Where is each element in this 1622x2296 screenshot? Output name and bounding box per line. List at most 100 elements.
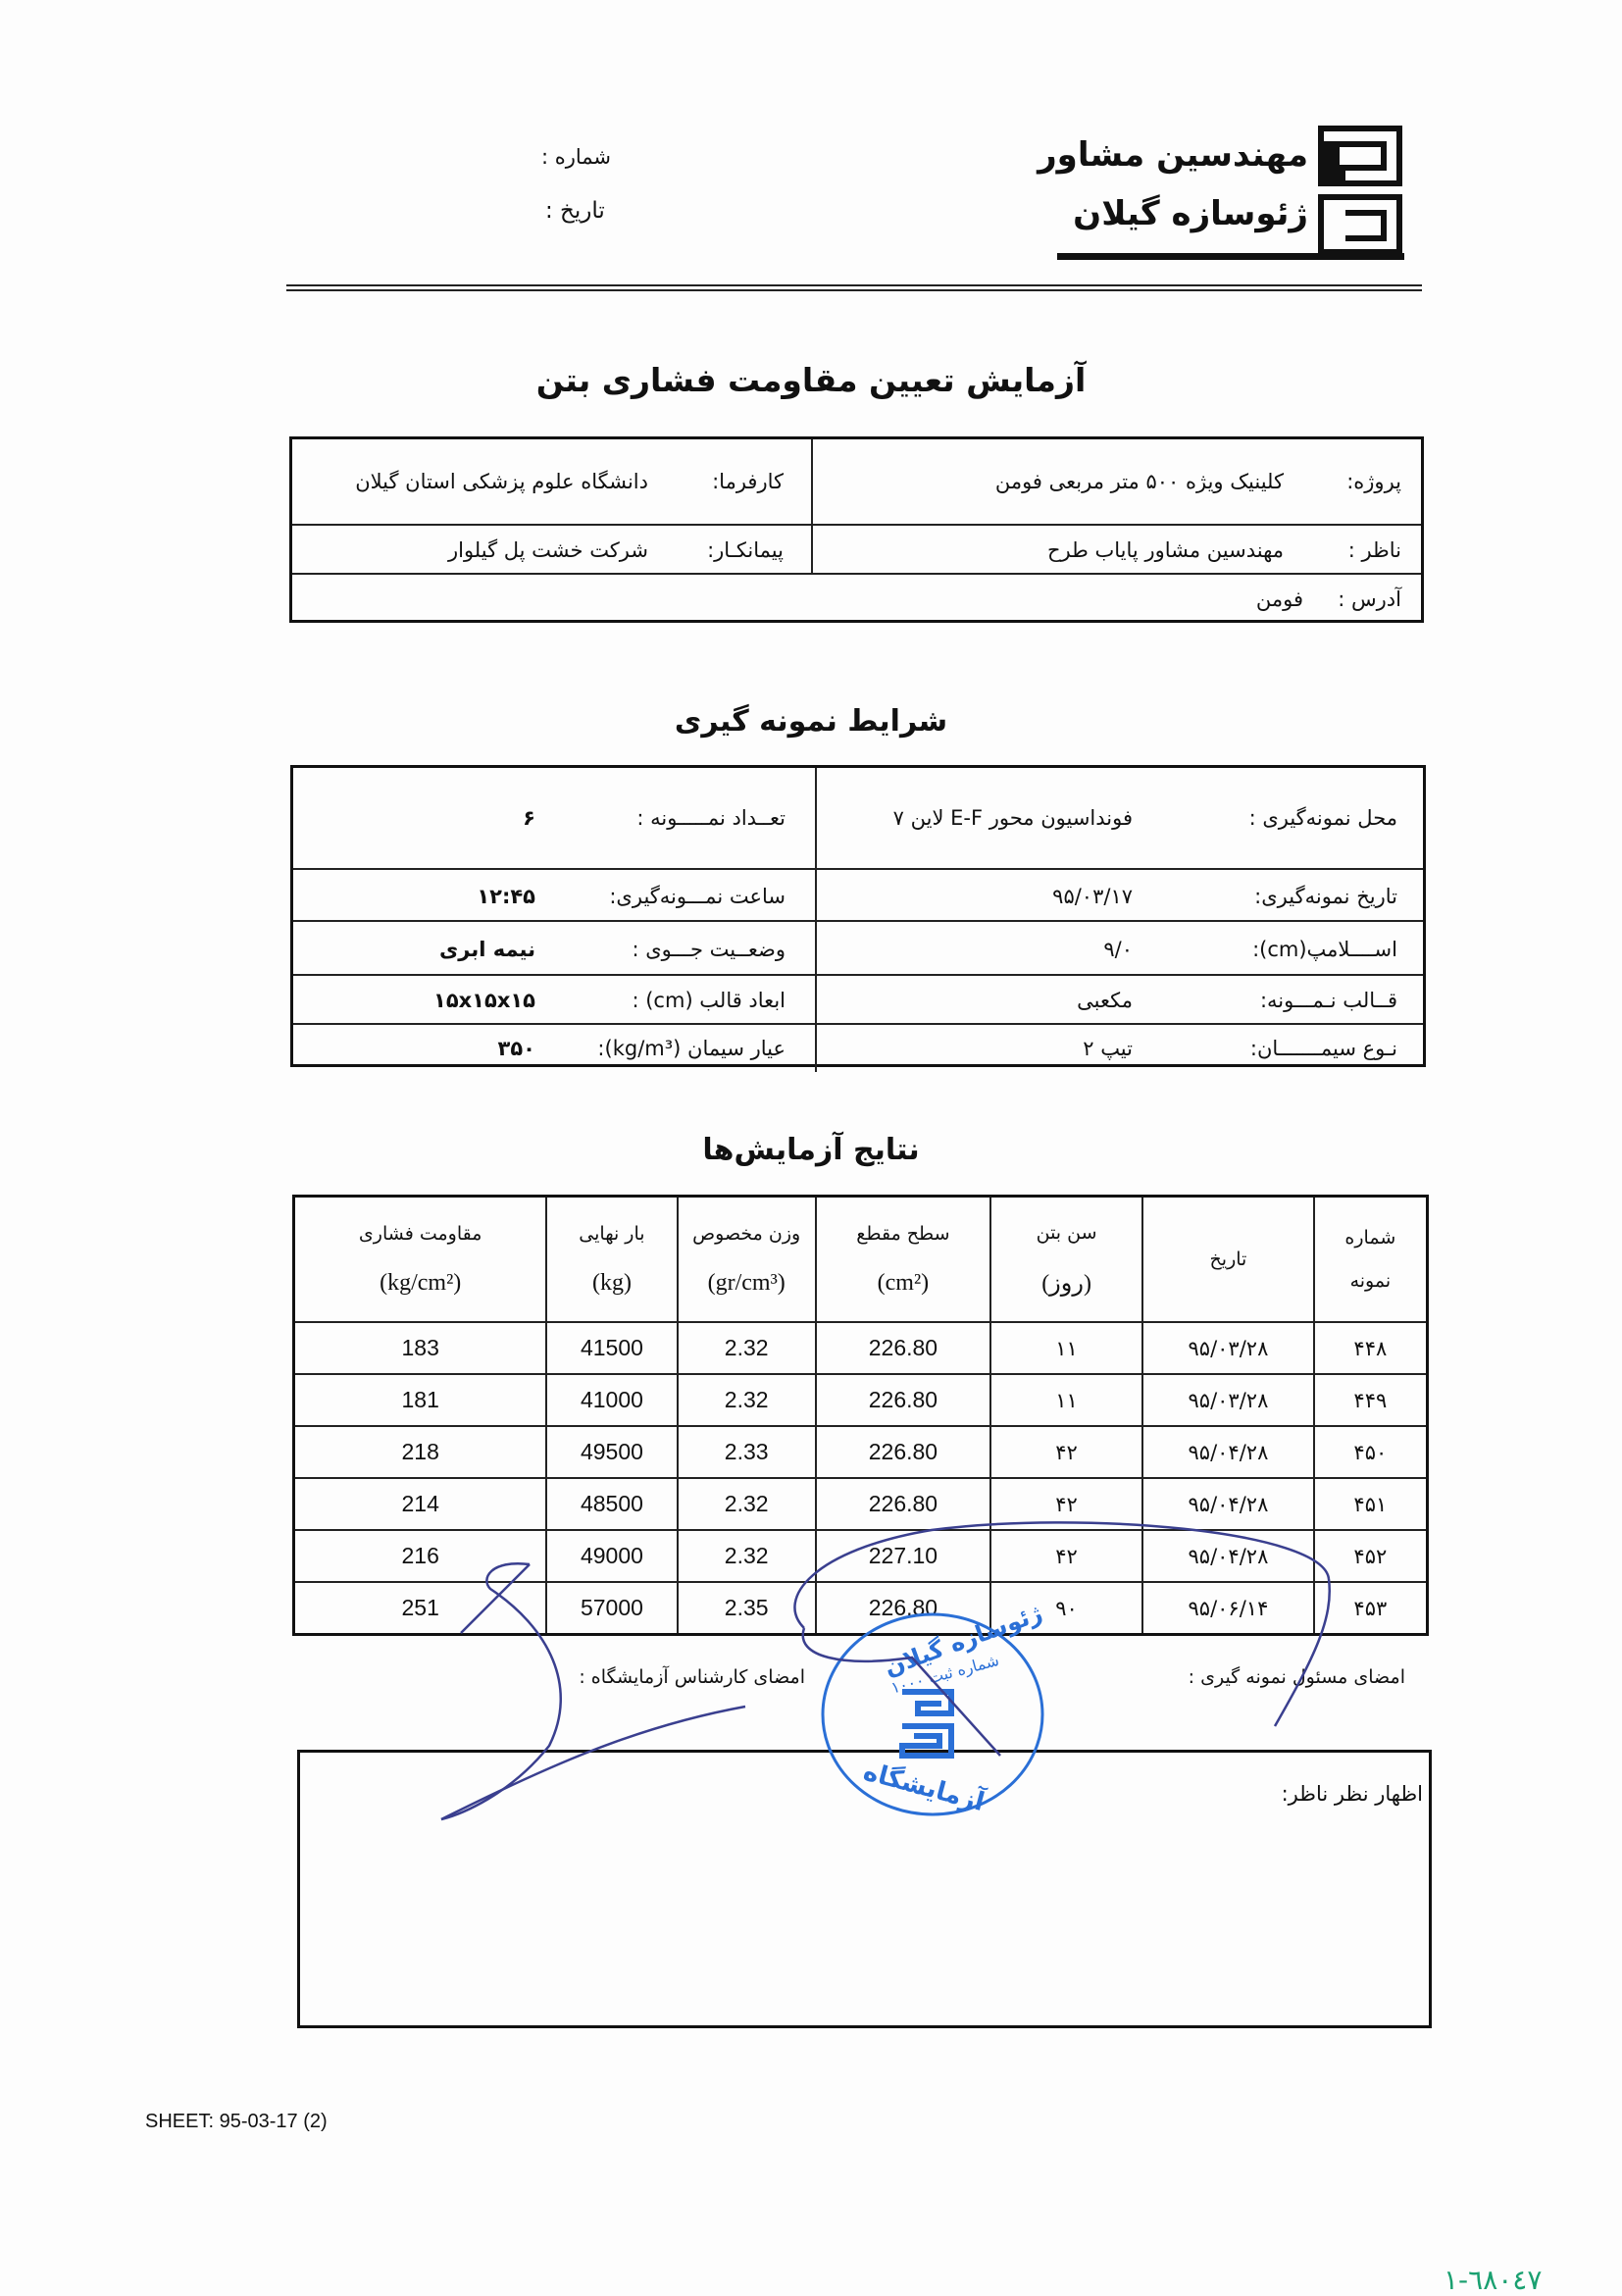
column-label: تاریخ: [1209, 1249, 1247, 1270]
date-field-label: تاریخ :: [545, 198, 605, 224]
sampling-label: عیار سیمان (kg/m³):: [597, 1037, 786, 1060]
table-cell: 41000: [545, 1373, 679, 1427]
sampling-row: قــالب نـمـــونه: مکعبی ابعاد قالب (cm) …: [293, 974, 1423, 1025]
handwritten-archive-number: ٦٨٠٤٧-١: [1444, 2264, 1543, 2296]
sampling-label: تعــداد نمـــــونه :: [636, 806, 786, 830]
sampling-value: ۱۲:۴۵: [477, 884, 535, 908]
sampling-value: مکعبی: [1077, 989, 1133, 1012]
sampling-value: تیپ ۲: [1083, 1037, 1133, 1060]
logo-underline: [1057, 253, 1404, 260]
company-name-line1: مهندسین مشاور: [1038, 135, 1308, 175]
column-header: شماره نمونه: [1312, 1195, 1429, 1323]
column-unit: (kg/cm²): [380, 1269, 462, 1296]
table-cell: 251: [292, 1581, 548, 1636]
sampling-value: ۹/۰: [1103, 937, 1133, 961]
sampling-label: وضعــیت جـــوی :: [632, 937, 786, 961]
employer-value: دانشگاه علوم پزشکی استان گیلان: [355, 470, 648, 493]
column-header: سطح مقطع (cm²): [814, 1195, 991, 1323]
table-row: ۴۵۲ ۹۵/۰۴/۲۸ ۴۲ 227.10 2.32 49000 216: [292, 1529, 1429, 1583]
sampler-signature-label: امضای مسئول نمونه گیری :: [1188, 1666, 1405, 1688]
table-cell: ۹۵/۰۶/۱۴: [1141, 1581, 1315, 1636]
column-label: شماره: [1344, 1227, 1396, 1249]
table-cell: ۴۲: [988, 1529, 1144, 1583]
sampling-label: قــالب نـمـــونه:: [1259, 989, 1397, 1012]
table-cell: ۴۵۱: [1312, 1477, 1429, 1531]
table-row: ۴۵۳ ۹۵/۰۶/۱۴ ۹۰ 226.80 2.35 57000 251: [292, 1581, 1429, 1636]
lab-expert-signature-label: امضای کارشناس آزمایشگاه :: [579, 1666, 805, 1688]
column-unit: (روز): [1041, 1270, 1091, 1297]
column-label: سطح مقطع: [856, 1222, 950, 1245]
supervisor-label: ناظر :: [1347, 538, 1401, 562]
contractor-value: شرکت خشت پل گیلوار: [447, 538, 648, 562]
company-name-line2: ژئوسازه گیلان: [1073, 194, 1308, 233]
sheet-code: SHEET: 95-03-17 (2): [145, 2111, 328, 2132]
sampling-value: فونداسیون محور E-F لاین ۷: [892, 806, 1133, 830]
results-table: شماره نمونه تاریخ سن بتن (روز) سطح مقطع (cm²) و…: [292, 1195, 1429, 1636]
table-cell: 226.80: [814, 1477, 991, 1531]
table-row: ۴۴۹ ۹۵/۰۳/۲۸ ۱۱ 226.80 2.32 41000 181: [292, 1373, 1429, 1427]
table-cell: 227.10: [814, 1529, 991, 1583]
address-value: فومن: [1255, 587, 1303, 611]
column-header: مقاومت فشاری (kg/cm²): [292, 1195, 548, 1323]
sampling-value: ۹۵/۰۳/۱۷: [1052, 884, 1133, 908]
sampling-label: تاریخ نمونه‌گیری:: [1254, 884, 1397, 908]
number-field-label: شماره :: [541, 145, 612, 169]
stamp-text-reg: شماره ثبت ۱۰۰۰: [888, 1651, 1001, 1699]
table-cell: ۹۵/۰۴/۲۸: [1141, 1529, 1315, 1583]
employer-label: کارفرما:: [712, 470, 784, 493]
table-cell: 226.80: [814, 1581, 991, 1636]
table-cell: ۴۵۳: [1312, 1581, 1429, 1636]
table-cell: ۹۵/۰۴/۲۸: [1141, 1477, 1315, 1531]
table-cell: ۱۱: [988, 1321, 1144, 1375]
table-cell: ۹۵/۰۴/۲۸: [1141, 1425, 1315, 1479]
table-cell: 218: [292, 1425, 548, 1479]
project-label: پروژه:: [1346, 470, 1401, 493]
supervisor-value: مهندسین مشاور پایاب طرح: [1046, 538, 1284, 562]
table-cell: 2.32: [676, 1477, 817, 1531]
table-cell: ۹۰: [988, 1581, 1144, 1636]
supervisor-comment-label: اظهار نظر ناظر:: [1281, 1782, 1423, 1806]
sampling-label: نـوع سیمـــــــان:: [1249, 1037, 1397, 1060]
table-cell: ۴۵۲: [1312, 1529, 1429, 1583]
table-cell: ۹۵/۰۳/۲۸: [1141, 1373, 1315, 1427]
column-header: سن بتن (روز): [988, 1195, 1144, 1323]
sampling-title: شرایط نمونه گیری: [674, 704, 948, 739]
sampling-row: نـوع سیمـــــــان: تیپ ۲ عیار سیمان (kg/…: [293, 1023, 1423, 1072]
column-header: بار نهایی (kg): [545, 1195, 679, 1323]
column-header: تاریخ: [1141, 1195, 1315, 1323]
table-cell: ۴۵۰: [1312, 1425, 1429, 1479]
table-cell: 183: [292, 1321, 548, 1375]
column-unit: (gr/cm³): [707, 1269, 786, 1296]
table-cell: ۴۲: [988, 1477, 1144, 1531]
table-cell: ۴۲: [988, 1425, 1144, 1479]
table-cell: 2.32: [676, 1529, 817, 1583]
column-label: وزن مخصوص: [692, 1222, 801, 1245]
table-row: ۴۵۰ ۹۵/۰۴/۲۸ ۴۲ 226.80 2.33 49500 218: [292, 1425, 1429, 1479]
table-cell: 57000: [545, 1581, 679, 1636]
table-cell: ۴۴۹: [1312, 1373, 1429, 1427]
column-label: بار نهایی: [579, 1222, 645, 1245]
table-cell: 2.32: [676, 1373, 817, 1427]
table-cell: ۹۵/۰۳/۲۸: [1141, 1321, 1315, 1375]
address-label: آدرس :: [1338, 587, 1401, 611]
sampling-value: ۶: [523, 806, 535, 830]
sampling-row: محل نمونه‌گیری : فونداسیون محور E-F لاین…: [293, 768, 1423, 868]
table-cell: 226.80: [814, 1321, 991, 1375]
page-title: آزمایش تعیین مقاومت فشاری بتن: [535, 361, 1087, 399]
supervisor-comment-box[interactable]: اظهار نظر ناظر:: [297, 1750, 1432, 2028]
sampling-row: تاریخ نمونه‌گیری: ۹۵/۰۳/۱۷ ساعت نمـــونه…: [293, 868, 1423, 922]
sampling-label: ساعت نمـــونه‌گیری:: [609, 884, 786, 908]
table-cell: 216: [292, 1529, 548, 1583]
sampling-conditions-table: محل نمونه‌گیری : فونداسیون محور E-F لاین…: [290, 765, 1426, 1072]
table-cell: 2.33: [676, 1425, 817, 1479]
sampling-value: ۱۵x۱۵x۱۵: [433, 989, 535, 1012]
sampling-value: ۳۵۰: [497, 1037, 535, 1060]
column-unit: (cm²): [877, 1269, 930, 1296]
table-cell: 214: [292, 1477, 548, 1531]
table-cell: 49000: [545, 1529, 679, 1583]
sampling-label: ابعاد قالب (cm) :: [632, 989, 786, 1012]
contractor-label: پیمانکـار:: [707, 538, 784, 562]
table-cell: 2.35: [676, 1581, 817, 1636]
company-logo-icon: [1318, 126, 1402, 255]
table-cell: 49500: [545, 1425, 679, 1479]
